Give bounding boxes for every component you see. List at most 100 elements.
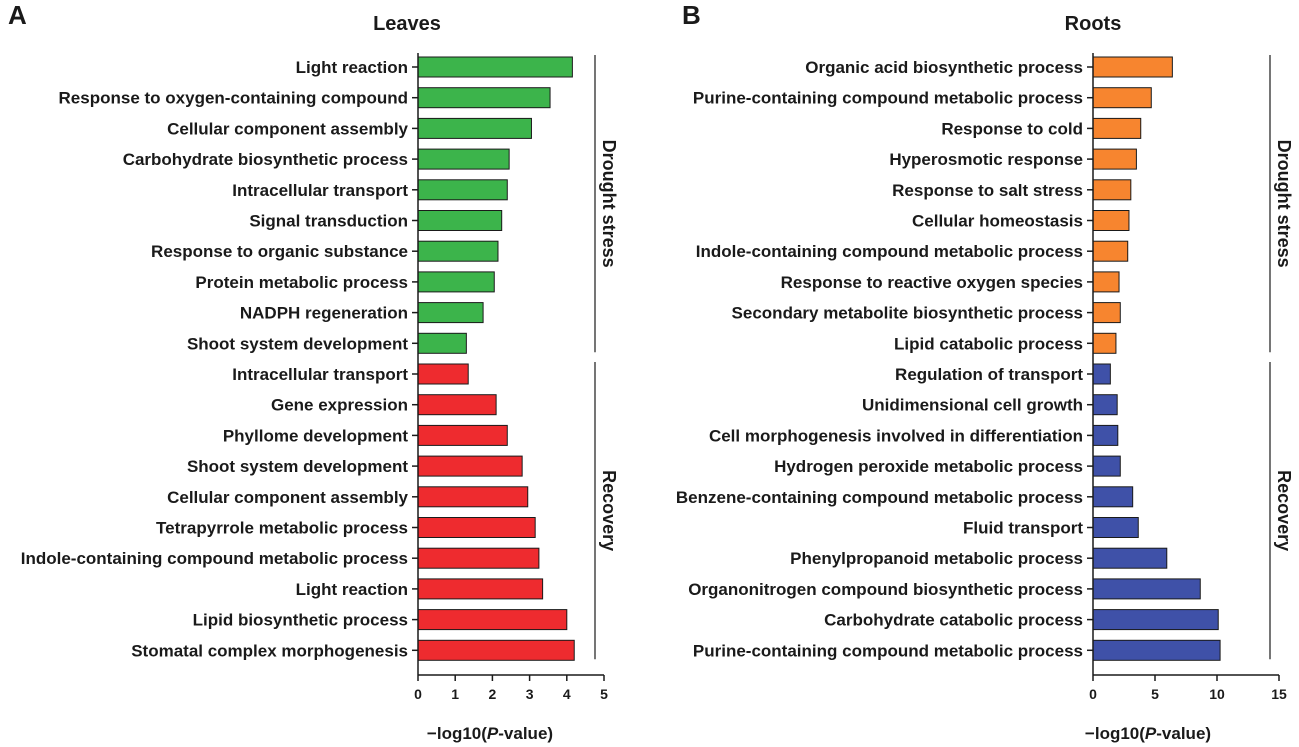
- bar: [417, 547, 540, 569]
- category-label: Response to oxygen-containing compound: [59, 89, 408, 108]
- bar: [417, 240, 499, 262]
- category-label: Hyperosmotic response: [889, 150, 1083, 169]
- bar: [1092, 363, 1111, 385]
- group-label: Recovery: [599, 470, 619, 551]
- bar: [1092, 486, 1134, 508]
- category-label: Response to organic substance: [151, 242, 408, 261]
- category-label: Response to cold: [941, 119, 1083, 138]
- category-label: Lipid catabolic process: [894, 334, 1083, 353]
- category-label: Intracellular transport: [232, 181, 408, 200]
- category-label: Carbohydrate catabolic process: [824, 611, 1083, 630]
- bar: [1092, 302, 1121, 324]
- category-label: Secondary metabolite biosynthetic proces…: [732, 304, 1083, 323]
- x-tick-label: 0: [1089, 686, 1097, 702]
- category-label: Response to salt stress: [892, 181, 1083, 200]
- chart-title: Roots: [1065, 13, 1122, 35]
- bar: [1092, 639, 1221, 661]
- bar: [417, 424, 508, 446]
- category-label: Light reaction: [296, 580, 408, 599]
- category-label: Light reaction: [296, 58, 408, 77]
- bar: [417, 332, 467, 354]
- x-tick-label: 0: [414, 686, 422, 702]
- bar: [1092, 210, 1130, 231]
- category-label: Cellular component assembly: [167, 488, 408, 507]
- bar: [1092, 240, 1129, 262]
- panel-letter-a: A: [8, 0, 27, 30]
- bar: [1092, 517, 1139, 538]
- category-label: Phyllome development: [223, 426, 408, 445]
- bar: [417, 56, 573, 78]
- x-tick-label: 4: [563, 686, 571, 702]
- bar: [1092, 609, 1219, 631]
- category-label: Hydrogen peroxide metabolic process: [774, 457, 1083, 476]
- category-label: Protein metabolic process: [195, 273, 408, 292]
- bar: [1092, 117, 1142, 139]
- bar: [417, 578, 544, 600]
- category-label: Stomatal complex morphogenesis: [131, 641, 408, 660]
- category-label: Shoot system development: [187, 334, 408, 353]
- category-label: Fluid transport: [963, 519, 1083, 538]
- x-tick-label: 2: [489, 686, 497, 702]
- bar: [417, 302, 484, 324]
- bar: [417, 639, 575, 661]
- panel-letter-b: B: [682, 0, 701, 30]
- x-tick-label: 1: [451, 686, 459, 702]
- bar: [417, 609, 568, 631]
- panel-roots: Roots Organic acid biosynthetic process Pu…: [676, 13, 1294, 743]
- panel-leaves: Leaves Light reaction Response to oxygen-c…: [21, 13, 619, 743]
- bar: [1092, 455, 1121, 477]
- group-label: Drought stress: [1274, 140, 1294, 268]
- category-label: Shoot system development: [187, 457, 408, 476]
- x-tick-label: 5: [1151, 686, 1159, 702]
- bar: [1092, 271, 1120, 293]
- x-tick-label: 15: [1271, 686, 1287, 702]
- bar: [417, 271, 495, 293]
- bar: [417, 486, 529, 508]
- group-label: Recovery: [1274, 470, 1294, 551]
- category-label: Indole-containing compound metabolic pro…: [696, 242, 1083, 261]
- category-label: Cellular homeostasis: [912, 212, 1083, 231]
- x-axis-title: −log10(P-value): [427, 724, 553, 743]
- bar: [417, 210, 503, 231]
- bar: [1092, 424, 1119, 446]
- category-label: Tetrapyrrole metabolic process: [156, 519, 408, 538]
- category-label: Organic acid biosynthetic process: [805, 58, 1083, 77]
- bar: [417, 394, 497, 416]
- category-label: Purine-containing compound metabolic pro…: [693, 89, 1083, 108]
- x-tick-label: 10: [1209, 686, 1225, 702]
- x-tick-label: 3: [526, 686, 534, 702]
- bar: [417, 517, 536, 538]
- category-label: Indole-containing compound metabolic pro…: [21, 549, 408, 568]
- category-label: Signal transduction: [249, 212, 408, 231]
- x-tick-label: 5: [600, 686, 608, 702]
- bar: [417, 179, 508, 201]
- category-label: Phenylpropanoid metabolic process: [790, 549, 1083, 568]
- bar: [1092, 394, 1118, 416]
- bar: [417, 455, 523, 477]
- category-label: Intracellular transport: [232, 365, 408, 384]
- category-label: Carbohydrate biosynthetic process: [123, 150, 408, 169]
- category-label: Organonitrogen compound biosynthetic pro…: [688, 580, 1083, 599]
- category-label: Cell morphogenesis involved in different…: [709, 426, 1083, 445]
- bar: [1092, 148, 1137, 170]
- bar: [1092, 332, 1117, 354]
- group-label: Drought stress: [599, 140, 619, 268]
- bar: [1092, 547, 1168, 569]
- category-label: Cellular component assembly: [167, 119, 408, 138]
- chart-title: Leaves: [373, 13, 441, 35]
- x-axis-title: −log10(P-value): [1085, 724, 1211, 743]
- bar: [1092, 87, 1152, 109]
- category-label: NADPH regeneration: [240, 304, 408, 323]
- category-label: Gene expression: [271, 396, 408, 415]
- category-label: Lipid biosynthetic process: [193, 611, 408, 630]
- bar: [417, 87, 551, 109]
- category-label: Unidimensional cell growth: [862, 396, 1083, 415]
- category-label: Response to reactive oxygen species: [781, 273, 1083, 292]
- category-label: Purine-containing compound metabolic pro…: [693, 641, 1083, 660]
- bar: [417, 117, 532, 139]
- bar: [1092, 56, 1173, 78]
- bar: [417, 363, 469, 385]
- bar: [1092, 578, 1201, 600]
- bar: [417, 148, 510, 170]
